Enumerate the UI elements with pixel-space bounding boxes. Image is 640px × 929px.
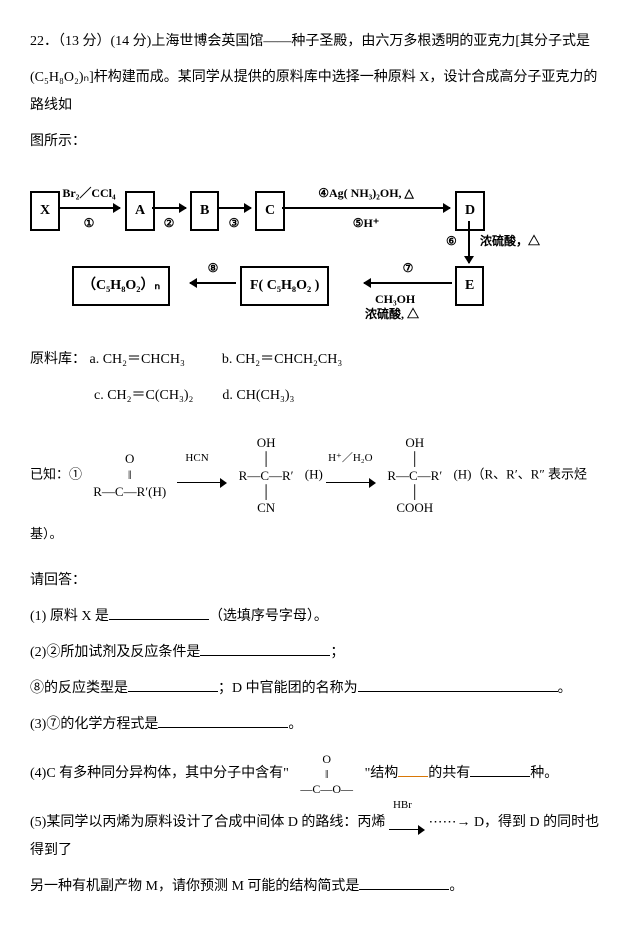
lbl-6: ⑥ xyxy=(446,229,457,253)
library-row2: c. CH₂＝C(CH₃)₂ d. CH(CH₃)₃ xyxy=(30,382,610,410)
arrow-4: ④Ag( NH₃)₂OH, △ ⑤H⁺ xyxy=(282,207,450,209)
blank-2[interactable] xyxy=(200,639,330,656)
lbl-2: ② xyxy=(164,211,175,235)
q1a: (1) 原料 X 是 xyxy=(30,609,109,624)
q5: (5)某同学以丙烯为原料设计了合成中间体 D 的路线：丙烯 HBr ⋯⋯→ D，… xyxy=(30,809,610,865)
node-x: X xyxy=(30,191,60,231)
q3b: 。 xyxy=(288,717,302,732)
q4d: 种。 xyxy=(530,766,558,781)
rx-arrow-2: H⁺／H₂O xyxy=(326,475,376,477)
q-line3: 图所示： xyxy=(30,128,610,156)
reactant-3: OH │ R—C—R′ │ COOH xyxy=(387,430,442,521)
blank-7[interactable] xyxy=(470,760,530,777)
lib-d: d. CH(CH₃)₃ xyxy=(222,388,294,403)
q2e: 。 xyxy=(558,681,572,696)
blank-8[interactable] xyxy=(359,873,449,890)
lbl-5: ⑤H⁺ xyxy=(353,211,379,235)
node-product: （C₅H₈O₂）ₙ xyxy=(72,266,170,306)
blank-5[interactable] xyxy=(158,711,288,728)
lib-c: c. CH₂＝C(CH₃)₂ xyxy=(94,388,193,403)
q5-arrow: HBr xyxy=(389,822,425,824)
lib-b: b. CH₂＝CHCH₂CH₃ xyxy=(222,352,342,367)
r1-bot: R—C—R′(H) xyxy=(93,479,166,505)
rx-arrow-1: HCN xyxy=(177,475,227,477)
answer-prompt: 请回答： xyxy=(30,567,610,595)
rx-lbl-2: H⁺／H₂O xyxy=(328,447,372,469)
lib-a: a. CH₂＝CHCH₃ xyxy=(90,352,185,367)
arrow-8: ⑧ xyxy=(190,282,236,284)
r3-bot: COOH xyxy=(387,495,442,521)
arrow-7: ⑦ xyxy=(364,282,452,284)
node-e: E xyxy=(455,266,484,306)
library-row1: 原料库： a. CH₂＝CHCH₃ b. CH₂＝CHCH₂CH₃ xyxy=(30,346,610,374)
blank-6[interactable] xyxy=(398,760,428,777)
q5-arr-lbl: HBr xyxy=(393,794,412,816)
r2-bot: CN xyxy=(239,495,294,521)
q4: (4)C 有多种同分异构体，其中分子中含有" O ‖ —C—O— "结构 的共有 种… xyxy=(30,747,610,801)
q2: (2)②所加试剂及反应条件是 ； xyxy=(30,639,610,667)
q-line2: (C₅H₈O₂)ₙ]杆构建而成。某同学从提供的原料库中选择一种原料 X，设计合成… xyxy=(30,64,610,120)
q2d: ；D 中官能团的名称为 xyxy=(218,681,358,696)
q2c: ⑧的反应类型是 xyxy=(30,681,128,696)
lbl-3: ③ xyxy=(229,211,240,235)
synthesis-diagram: X Br₂／CCl₄ ① A ② B ③ C ④Ag( NH₃)₂OH, △ ⑤… xyxy=(30,171,590,331)
known-mid: (H) xyxy=(305,466,323,481)
lbl-br2: Br₂／CCl₄ xyxy=(62,181,115,205)
lbl-1: ① xyxy=(84,211,95,235)
blank-3[interactable] xyxy=(128,675,218,692)
blank-1[interactable] xyxy=(109,603,209,620)
q4c: 的共有 xyxy=(428,766,470,781)
q5c: 另一种有机副产物 M，请你预测 M 可能的结构简式是 xyxy=(30,879,359,894)
q2b: ； xyxy=(330,645,344,660)
lbl-7b: 浓硫酸, △ xyxy=(365,302,419,326)
lib-label: 原料库： xyxy=(30,352,86,367)
reactant-1: O ‖ R—C—R′(H) xyxy=(93,446,166,505)
rx-lbl-1: HCN xyxy=(185,447,208,469)
lbl-7: ⑦ xyxy=(403,256,414,280)
arrow-3: ③ xyxy=(217,207,251,209)
blank-4[interactable] xyxy=(358,675,558,692)
question-header: 22．（13 分）(14 分)上海世博会英国馆——种子圣殿，由六万多根透明的亚克… xyxy=(30,28,610,56)
arrow-2: ② xyxy=(152,207,186,209)
q2-line2: ⑧的反应类型是 ；D 中官能团的名称为 。 xyxy=(30,675,610,703)
arrow-1: Br₂／CCl₄ ① xyxy=(58,207,120,209)
q4-mid: —C—O— xyxy=(300,777,353,801)
arrow-6 xyxy=(468,221,470,263)
q4-structure: O ‖ —C—O— xyxy=(300,747,353,801)
node-a: A xyxy=(125,191,155,231)
known-reaction: 已知：① O ‖ R—C—R′(H) HCN OH │ R—C—R′ │ CN … xyxy=(30,430,610,547)
reactant-2: OH │ R—C—R′ │ CN xyxy=(239,430,294,521)
q1b: （选填序号字母）。 xyxy=(209,609,328,624)
node-f: F( C₅H₈O₂ ) xyxy=(240,266,329,306)
q3a: (3)⑦的化学方程式是 xyxy=(30,717,158,732)
q3: (3)⑦的化学方程式是 。 xyxy=(30,711,610,739)
node-c: C xyxy=(255,191,285,231)
q5-dots: ⋯⋯→ xyxy=(428,815,470,830)
lbl-4: ④Ag( NH₃)₂OH, △ xyxy=(318,181,414,205)
q-line1: 22．（13 分）(14 分)上海世博会英国馆——种子圣殿，由六万多根透明的亚克… xyxy=(30,34,590,49)
node-d: D xyxy=(455,191,485,231)
q5d: 。 xyxy=(449,879,463,894)
known-label: 已知：① xyxy=(30,466,82,481)
q5a: (5)某同学以丙烯为原料设计了合成中间体 D 的路线：丙烯 xyxy=(30,815,385,830)
q2a: (2)②所加试剂及反应条件是 xyxy=(30,645,200,660)
node-b: B xyxy=(190,191,219,231)
q4b: "结构 xyxy=(365,766,399,781)
q5-line2: 另一种有机副产物 M，请你预测 M 可能的结构简式是 。 xyxy=(30,873,610,901)
lbl-8: ⑧ xyxy=(208,256,219,280)
lbl-6r: 浓硫酸，△ xyxy=(480,229,540,253)
q4a: (4)C 有多种同分异构体，其中分子中含有" xyxy=(30,766,289,781)
q1: (1) 原料 X 是 （选填序号字母）。 xyxy=(30,603,610,631)
